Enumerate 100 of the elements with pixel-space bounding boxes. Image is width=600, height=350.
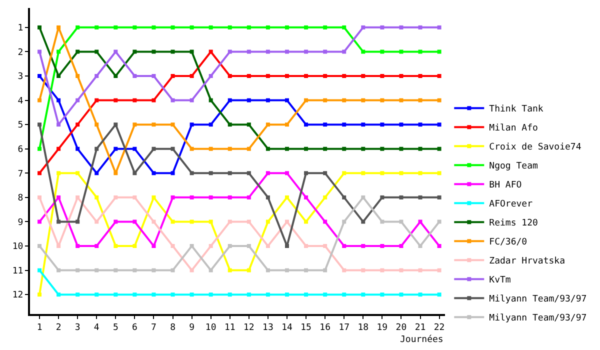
point (208, 195, 213, 200)
point (132, 171, 137, 176)
point (399, 98, 404, 102)
point (94, 146, 99, 151)
point (342, 220, 346, 224)
point (342, 50, 346, 54)
point (152, 292, 156, 297)
point (152, 146, 156, 151)
point (132, 98, 137, 102)
point (132, 268, 137, 272)
point (152, 195, 156, 200)
point (208, 171, 213, 176)
point (190, 244, 194, 248)
point (56, 244, 61, 248)
point (208, 25, 213, 30)
point (266, 98, 270, 102)
point (170, 98, 175, 102)
legend-label: FC/36/0 (489, 238, 528, 248)
point (285, 122, 289, 127)
point (437, 25, 442, 30)
point (132, 50, 137, 54)
point (170, 25, 175, 30)
point (190, 98, 194, 102)
point (342, 195, 346, 200)
point (208, 268, 213, 272)
x-tick-label: 21 (414, 322, 426, 333)
point (170, 195, 175, 200)
point (246, 195, 251, 200)
point (399, 292, 404, 297)
x-tick-label: 4 (94, 322, 100, 333)
point (380, 244, 384, 248)
x-tick-label: 15 (300, 322, 312, 333)
y-tick-label: 7 (18, 169, 24, 180)
point (114, 74, 118, 78)
point (38, 122, 42, 127)
point (418, 268, 422, 272)
point (266, 268, 270, 272)
point (152, 220, 156, 224)
point (361, 98, 366, 102)
point (132, 74, 137, 78)
x-tick-label: 12 (244, 322, 254, 333)
point (190, 122, 194, 127)
point (228, 98, 232, 102)
point (323, 195, 328, 200)
x-tick-label: 2 (56, 322, 62, 333)
point (152, 98, 156, 102)
y-tick-label: 12 (12, 290, 24, 301)
point (38, 98, 42, 102)
y-tick-label: 5 (18, 120, 24, 131)
point (342, 25, 346, 30)
point (228, 50, 232, 54)
point (380, 122, 384, 127)
point (361, 50, 366, 54)
point (228, 292, 232, 297)
point (361, 25, 366, 30)
point (342, 171, 346, 176)
legend-label: AFOrever (489, 200, 534, 210)
point (399, 220, 404, 224)
point (361, 268, 366, 272)
point (437, 146, 442, 151)
point (56, 98, 61, 102)
point (94, 292, 99, 297)
legend-label: Croix de Savoie74 (489, 142, 582, 153)
legend-label: Milan Afo (489, 124, 538, 134)
point (304, 195, 308, 200)
x-tick-label: 11 (224, 322, 236, 333)
point (342, 292, 346, 297)
point (361, 195, 366, 200)
point (304, 50, 308, 54)
point (38, 268, 42, 272)
point (380, 98, 384, 102)
point (266, 220, 270, 224)
point (399, 244, 404, 248)
point (152, 122, 156, 127)
point (323, 292, 328, 297)
point (114, 268, 118, 272)
point (190, 171, 194, 176)
point (285, 25, 289, 30)
point (246, 268, 251, 272)
point (246, 146, 251, 151)
point (94, 195, 99, 200)
point (170, 292, 175, 297)
point (342, 122, 346, 127)
point (399, 122, 404, 127)
point (266, 25, 270, 30)
point (323, 220, 328, 224)
point (266, 244, 270, 248)
point (399, 195, 404, 200)
point (380, 171, 384, 176)
legend-label: KvTm (489, 276, 511, 286)
point (418, 98, 422, 102)
point (437, 244, 442, 248)
point (266, 74, 270, 78)
point (266, 195, 270, 200)
point (361, 122, 366, 127)
point (76, 244, 80, 248)
point (246, 220, 251, 224)
point (418, 220, 422, 224)
x-tick-label: 22 (434, 322, 445, 333)
point (228, 244, 232, 248)
